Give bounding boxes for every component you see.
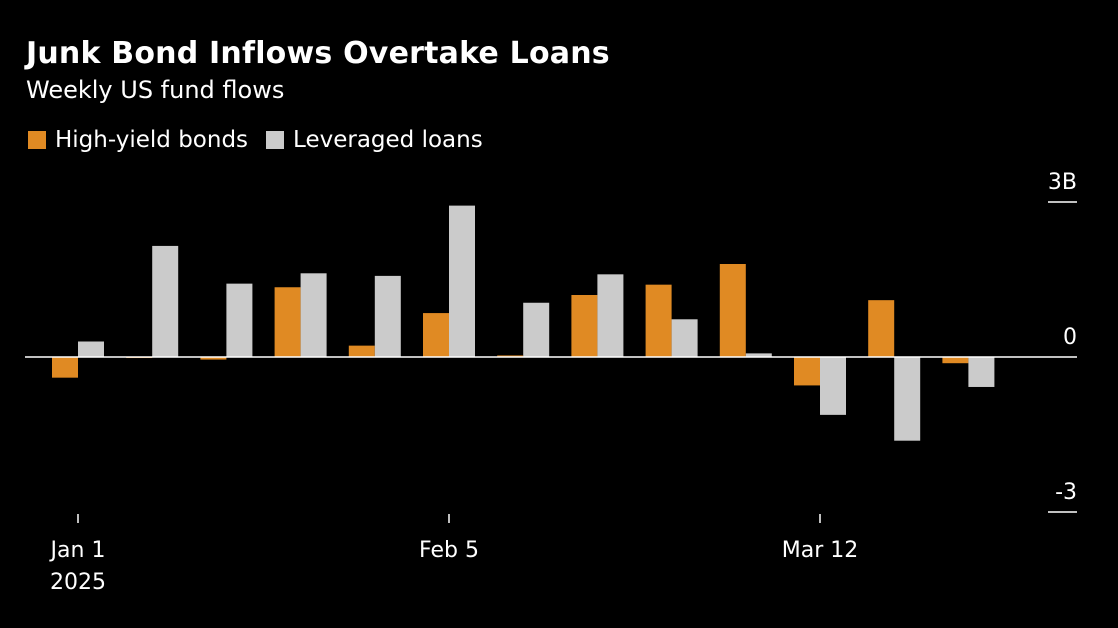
bar-leveraged-loans-10 [820, 357, 846, 415]
bar-high-yield-8 [645, 284, 672, 357]
bar-leveraged-loans-3 [300, 273, 327, 357]
x-tick-sublabel-0: 2025 [50, 570, 106, 595]
bar-leveraged-loans-5 [449, 205, 475, 357]
bar-leveraged-loans-12 [968, 357, 995, 387]
bar-high-yield-3 [274, 287, 301, 357]
bar-leveraged-loans-0 [78, 341, 104, 357]
bar-leveraged-loans-6 [523, 302, 550, 357]
bar-high-yield-10 [794, 357, 820, 386]
bar-high-yield-7 [571, 295, 598, 357]
y-tick-label-1: 0 [1063, 325, 1077, 350]
bar-leveraged-loans-2 [226, 283, 253, 357]
bar-leveraged-loans-7 [597, 274, 624, 357]
y-tick-label-2: -3 [1055, 480, 1077, 505]
legend-swatch-high-yield [28, 131, 46, 149]
y-tick-label-0: 3B [1048, 170, 1077, 195]
bar-leveraged-loans-11 [894, 357, 921, 441]
bar-high-yield-6 [497, 355, 524, 357]
bar-high-yield-5 [423, 313, 449, 357]
legend: High-yield bonds Leveraged loans [28, 127, 501, 153]
bar-high-yield-9 [719, 264, 746, 357]
legend-item-high-yield: High-yield bonds [28, 127, 248, 153]
bar-high-yield-12 [942, 357, 969, 364]
legend-label-high-yield: High-yield bonds [55, 127, 249, 153]
bar-leveraged-loans-9 [745, 353, 772, 357]
x-tick-label-0: Jan 1 [49, 538, 106, 563]
x-tick-label-2: Mar 12 [782, 538, 859, 563]
x-tick-label-1: Feb 5 [419, 538, 479, 563]
bar-high-yield-0 [52, 357, 78, 378]
bar-high-yield-4 [348, 345, 375, 357]
chart-title: Junk Bond Inflows Overtake Loans [26, 36, 610, 71]
bar-leveraged-loans-1 [152, 245, 179, 357]
chart-subtitle: Weekly US fund flows [26, 76, 285, 104]
legend-swatch-leveraged-loans [266, 131, 285, 149]
legend-label-leveraged-loans: Leveraged loans [293, 127, 483, 153]
bar-high-yield-11 [868, 300, 895, 357]
legend-item-leveraged-loans: Leveraged loans [266, 127, 483, 153]
bar-high-yield-2 [200, 357, 227, 360]
bar-leveraged-loans-8 [671, 319, 698, 357]
bar-leveraged-loans-4 [374, 275, 401, 357]
